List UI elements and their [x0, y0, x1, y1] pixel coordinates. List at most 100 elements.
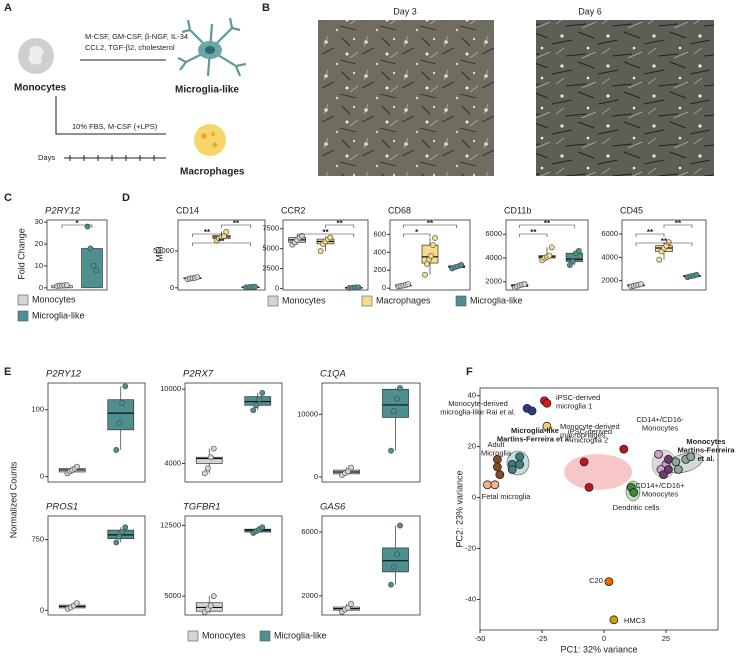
significance-label: **: [233, 219, 240, 228]
chart-title: C1QA: [320, 369, 346, 380]
data-point: [194, 274, 201, 281]
plot-frame: [621, 219, 707, 291]
data-point: [428, 252, 434, 259]
significance-bracket: [519, 233, 548, 237]
data-point: [527, 406, 537, 416]
data-point: [619, 444, 629, 454]
panel-letter: D: [122, 192, 130, 204]
y-tick-label: 6000: [601, 229, 618, 238]
legend-swatch: [187, 630, 199, 642]
point-label: iPSC-derived: [568, 427, 612, 436]
chart-title: CD68: [388, 205, 411, 215]
chart-title: P2RY12: [46, 369, 82, 380]
cluster-ellipse: [564, 454, 632, 490]
legend-label: Microglia-like: [470, 295, 523, 305]
y-tick-label: 2000: [601, 276, 618, 285]
data-point: [63, 282, 70, 289]
data-point: [348, 600, 354, 607]
chart-title: PROS1: [46, 502, 78, 513]
point-label: Monocytes: [642, 489, 679, 498]
data-point: [397, 522, 403, 529]
data-point: [422, 271, 428, 278]
microglia-nucleus: [205, 46, 215, 54]
data-point: [665, 239, 672, 246]
data-point: [546, 252, 553, 259]
data-point: [207, 454, 214, 461]
chart-title: CCR2: [281, 205, 306, 215]
diagram: Monocytes M-CSF, GM-CSF, β-NGF, IL-34 CC…: [14, 17, 247, 178]
significance-label: **: [427, 219, 434, 228]
significance-label: **: [544, 219, 551, 228]
data-point: [210, 593, 217, 600]
data-point: [671, 457, 681, 467]
data-point: [548, 244, 555, 251]
plot-frame: [389, 219, 471, 291]
significance-label: **: [530, 228, 537, 237]
data-point: [122, 383, 129, 390]
y-tick-label: 0: [314, 472, 318, 481]
data-point: [250, 407, 257, 414]
data-point: [430, 242, 436, 249]
legend-label: Monocytes: [202, 630, 246, 640]
point-label: Martins-Ferreira: [677, 445, 735, 454]
point-label: microglia-like Rai et al.: [440, 407, 515, 416]
data-point: [569, 258, 576, 265]
data-point: [584, 482, 594, 492]
significance-bracket: [221, 224, 251, 228]
data-point: [252, 283, 258, 290]
monocyte-nucleus: [28, 45, 44, 65]
data-point: [490, 480, 500, 490]
y-tick-label: 40: [468, 391, 476, 400]
data-point: [664, 454, 673, 464]
x-tick-label: -25: [537, 634, 548, 643]
significance-label: **: [647, 228, 654, 237]
y-tick-label: 4000: [164, 458, 181, 467]
data-point: [673, 465, 683, 474]
chart-title: CD11b: [504, 205, 531, 215]
point-label: microglia 2: [572, 435, 608, 444]
plot-frame: [46, 219, 108, 291]
data-point: [253, 402, 260, 409]
data-point: [654, 449, 663, 459]
y-axis-label: PC2: 23% variance: [454, 470, 464, 547]
macrophage-granule: [211, 132, 215, 136]
chart-title: P2RX7: [183, 369, 214, 380]
data-point: [542, 398, 552, 408]
y-tick-label: 50000: [153, 246, 174, 255]
point-label: Monocyte-derived: [560, 422, 620, 431]
data-point: [693, 271, 700, 278]
data-point: [656, 256, 663, 263]
legend-swatch: [361, 295, 373, 307]
significance-label: **: [218, 237, 225, 246]
data-point: [579, 457, 589, 467]
point-label: macrophages: [560, 430, 606, 439]
data-point: [73, 600, 80, 607]
data-point: [391, 564, 397, 570]
x-axis-label: PC1: 32% variance: [560, 644, 637, 654]
data-point: [259, 524, 266, 531]
data-point: [355, 284, 362, 291]
y-axis-label: MFI: [154, 246, 164, 262]
treatment-text: 10% FBS, M-CSF (+LPS): [72, 122, 158, 131]
data-point: [259, 389, 266, 396]
plot-frame: [321, 515, 421, 616]
y-tick-label: 10: [35, 261, 43, 270]
y-tick-label: 6000: [301, 527, 318, 536]
chart-title: GAS6: [320, 502, 346, 513]
y-tick-label: 20: [468, 442, 476, 451]
legend-label: Microglia-like: [32, 310, 85, 320]
plot-frame: [321, 382, 421, 483]
significance-bracket: [635, 242, 693, 246]
micrograph: [536, 20, 714, 176]
significance-bracket: [61, 224, 93, 228]
arrow-line: [55, 96, 166, 135]
plot-frame: [184, 515, 283, 616]
significance-label: **: [204, 228, 211, 237]
data-point: [458, 261, 465, 268]
macrophage-icon: [194, 124, 226, 156]
data-point: [659, 470, 668, 480]
legend-swatch: [17, 310, 29, 322]
legend-swatch: [455, 295, 467, 307]
y-tick-label: 600: [373, 229, 386, 238]
